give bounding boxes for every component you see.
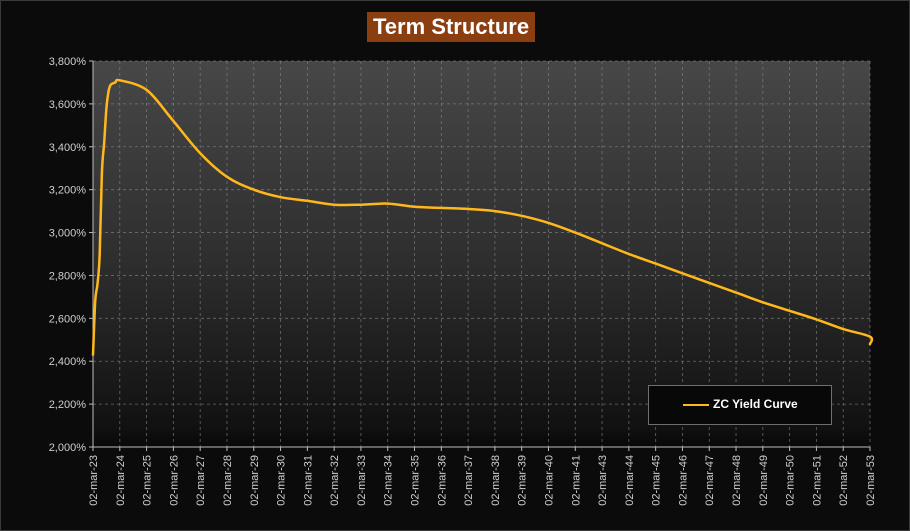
x-tick-label: 02-mar-25	[142, 455, 154, 506]
x-tick-label: 02-mar-34	[383, 455, 395, 506]
x-tick-label: 02-mar-33	[356, 455, 368, 506]
y-tick-label: 3,000%	[49, 228, 87, 240]
y-tick-label: 2,000%	[49, 442, 87, 454]
x-tick-label: 02-mar-35	[410, 455, 422, 506]
x-tick-label: 02-mar-41	[570, 455, 582, 506]
x-tick-label: 02-mar-45	[651, 455, 663, 506]
x-tick-label: 02-mar-48	[731, 455, 743, 506]
y-tick-label: 3,600%	[49, 99, 87, 111]
y-tick-label: 2,200%	[49, 399, 87, 411]
x-tick-label: 02-mar-23	[88, 455, 100, 506]
legend: ZC Yield Curve	[648, 385, 832, 425]
x-tick-label: 02-mar-30	[276, 455, 288, 506]
chart-title: Term Structure	[367, 12, 536, 42]
x-tick-label: 02-mar-44	[624, 455, 636, 506]
x-tick-label: 02-mar-28	[222, 455, 234, 506]
y-tick-label: 3,200%	[49, 185, 87, 197]
x-tick-label: 02-mar-39	[517, 455, 529, 506]
plot-area	[93, 61, 870, 447]
x-tick-label: 02-mar-29	[249, 455, 261, 506]
y-tick-label: 2,600%	[49, 313, 87, 325]
x-tick-label: 02-mar-36	[436, 455, 448, 506]
x-tick-label: 02-mar-43	[597, 455, 609, 506]
x-tick-label: 02-mar-53	[865, 455, 877, 506]
x-tick-label: 02-mar-50	[785, 455, 797, 506]
y-tick-label: 2,800%	[49, 270, 87, 282]
x-tick-label: 02-mar-51	[811, 455, 823, 506]
legend-label: ZC Yield Curve	[713, 397, 798, 411]
x-tick-label: 02-mar-49	[758, 455, 770, 506]
x-tick-label: 02-mar-31	[302, 455, 314, 506]
x-tick-label: 02-mar-52	[838, 455, 850, 506]
x-tick-label: 02-mar-24	[115, 455, 127, 506]
x-tick-label: 02-mar-32	[329, 455, 341, 506]
y-tick-label: 3,400%	[49, 142, 87, 154]
x-tick-label: 02-mar-40	[543, 455, 555, 506]
series-line-zc-yield-curve	[91, 78, 874, 357]
x-tick-label: 02-mar-38	[490, 455, 502, 506]
y-tick-label: 2,400%	[49, 356, 87, 368]
x-tick-label: 02-mar-27	[195, 455, 207, 506]
y-tick-label: 3,800%	[49, 56, 87, 68]
x-tick-label: 02-mar-47	[704, 455, 716, 506]
x-tick-label: 02-mar-26	[168, 455, 180, 506]
x-tick-label: 02-mar-37	[463, 455, 475, 506]
x-tick-label: 02-mar-46	[677, 455, 689, 506]
legend-swatch	[683, 404, 709, 406]
